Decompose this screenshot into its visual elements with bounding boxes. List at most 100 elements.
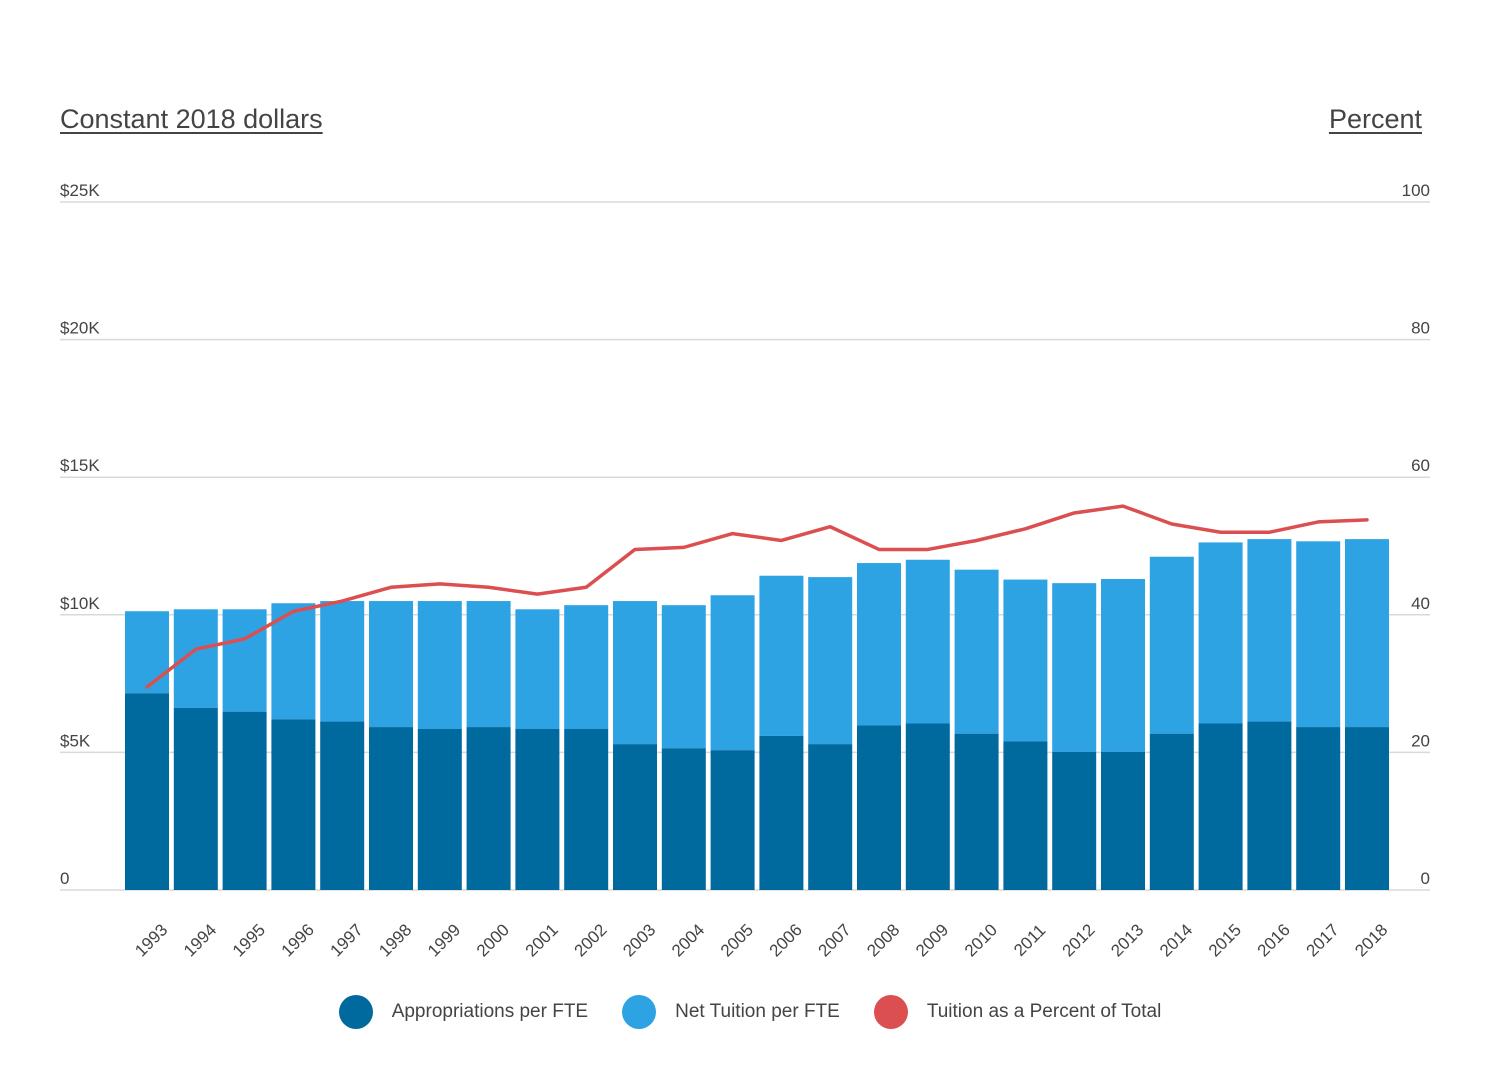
bar-net-tuition: [271, 603, 316, 720]
x-tick-label: 1997: [326, 920, 366, 960]
x-tick-label: 2009: [912, 920, 952, 960]
bar-net-tuition: [1247, 539, 1292, 722]
bar-net-tuition: [954, 569, 999, 734]
bar-net-tuition: [125, 611, 169, 694]
x-tick-label: 2015: [1205, 920, 1245, 960]
bar-appropriations: [173, 707, 218, 890]
x-tick-label: 2006: [766, 920, 806, 960]
bar-appropriations: [1052, 751, 1097, 890]
bar-appropriations: [271, 719, 316, 890]
left-axis-title: Constant 2018 dollars: [60, 104, 323, 134]
bar-appropriations: [710, 750, 755, 890]
bar-net-tuition: [1345, 539, 1389, 728]
x-tick-label: 1996: [278, 920, 318, 960]
legend-label-net-tuition: Net Tuition per FTE: [675, 1001, 840, 1022]
legend-swatch-tuition-percent: [873, 995, 908, 1029]
legend: Appropriations per FTE Net Tuition per F…: [0, 995, 1500, 1029]
x-tick-label: 2003: [619, 920, 659, 960]
y2-tick-label: 40: [1411, 594, 1430, 613]
x-tick-label: 2002: [570, 920, 610, 960]
x-tick-label: 1999: [424, 920, 464, 960]
legend-swatch-net-tuition: [622, 995, 657, 1029]
bar-net-tuition: [417, 601, 462, 730]
y-tick-label: $15K: [60, 456, 100, 475]
x-tick-label: 2012: [1058, 920, 1098, 960]
bar-appropriations: [954, 733, 999, 890]
x-tick-label: 2013: [1107, 920, 1147, 960]
bar-net-tuition: [613, 601, 657, 745]
y-tick-label: $10K: [60, 594, 100, 613]
bar-appropriations: [369, 727, 413, 890]
y2-tick-label: 80: [1411, 319, 1430, 338]
y2-tick-label: 60: [1411, 456, 1430, 475]
bar-appropriations: [320, 721, 365, 890]
y2-tick-label: 0: [1421, 869, 1430, 888]
legend-item-tuition-percent: Tuition as a Percent of Total: [873, 995, 1162, 1029]
bar-net-tuition: [905, 559, 950, 724]
x-tick-label: 1995: [229, 920, 269, 960]
bar-net-tuition: [1052, 583, 1097, 752]
bar-appropriations: [613, 744, 657, 890]
y-tick-label: $5K: [60, 731, 91, 750]
bar-net-tuition: [466, 601, 511, 728]
x-tick-label: 2017: [1302, 920, 1342, 960]
right-axis-title: Percent: [1328, 104, 1422, 134]
bar-net-tuition: [515, 609, 560, 730]
bar-appropriations: [661, 748, 706, 890]
bar-appropriations: [466, 727, 511, 890]
bar-appropriations: [905, 723, 950, 890]
y-tick-label: 0: [60, 869, 69, 888]
x-tick-label: 1998: [375, 920, 415, 960]
x-tick-label: 2004: [668, 920, 708, 960]
x-tick-label: 2005: [717, 920, 757, 960]
bar-appropriations: [1247, 721, 1292, 890]
bar-net-tuition: [222, 609, 267, 712]
bar-appropriations: [1101, 751, 1145, 890]
bar-net-tuition: [369, 601, 413, 728]
legend-label-appropriations: Appropriations per FTE: [391, 1001, 589, 1022]
bar-appropriations: [1149, 733, 1194, 890]
bar-net-tuition: [564, 605, 609, 730]
x-tick-label: 2016: [1254, 920, 1294, 960]
x-tick-label: 2000: [473, 920, 513, 960]
legend-label-tuition-percent: Tuition as a Percent of Total: [926, 1001, 1162, 1022]
legend-swatch-appropriations: [338, 995, 373, 1029]
y-tick-label: $20K: [60, 319, 100, 338]
bar-appropriations: [417, 729, 462, 890]
bar-appropriations: [222, 711, 267, 890]
bar-net-tuition: [173, 609, 218, 708]
x-tick-label: 1994: [180, 920, 220, 960]
x-tick-label: 1993: [131, 920, 171, 960]
bar-appropriations: [564, 729, 609, 890]
x-tick-label: 2010: [961, 920, 1001, 960]
bar-net-tuition: [759, 575, 804, 736]
legend-item-net-tuition: Net Tuition per FTE: [622, 995, 840, 1029]
bar-appropriations: [857, 725, 901, 890]
bar-net-tuition: [1149, 556, 1194, 734]
bar-appropriations: [125, 693, 169, 890]
bar-appropriations: [1345, 727, 1389, 890]
bar-net-tuition: [1296, 541, 1341, 728]
bar-appropriations: [1198, 723, 1243, 890]
x-tick-label: 2014: [1156, 920, 1196, 960]
y-tick-label: $25K: [60, 181, 100, 200]
bar-net-tuition: [1003, 579, 1048, 742]
bar-appropriations: [808, 744, 853, 890]
bar-net-tuition: [1198, 542, 1243, 724]
bar-net-tuition: [1101, 579, 1145, 752]
bar-appropriations: [1296, 727, 1341, 890]
y2-tick-label: 20: [1411, 731, 1430, 750]
x-tick-label: 2008: [863, 920, 903, 960]
bar-net-tuition: [808, 577, 853, 745]
x-tick-label: 2011: [1010, 921, 1049, 960]
bar-appropriations: [515, 729, 560, 890]
x-tick-label: 2007: [814, 920, 854, 960]
legend-item-appropriations: Appropriations per FTE: [338, 995, 589, 1029]
line-series: [145, 504, 1369, 689]
bar-net-tuition: [320, 601, 365, 722]
bar-net-tuition: [857, 563, 901, 726]
x-tick-label: 2001: [522, 920, 562, 960]
line-tuition-percent: [145, 504, 1369, 689]
